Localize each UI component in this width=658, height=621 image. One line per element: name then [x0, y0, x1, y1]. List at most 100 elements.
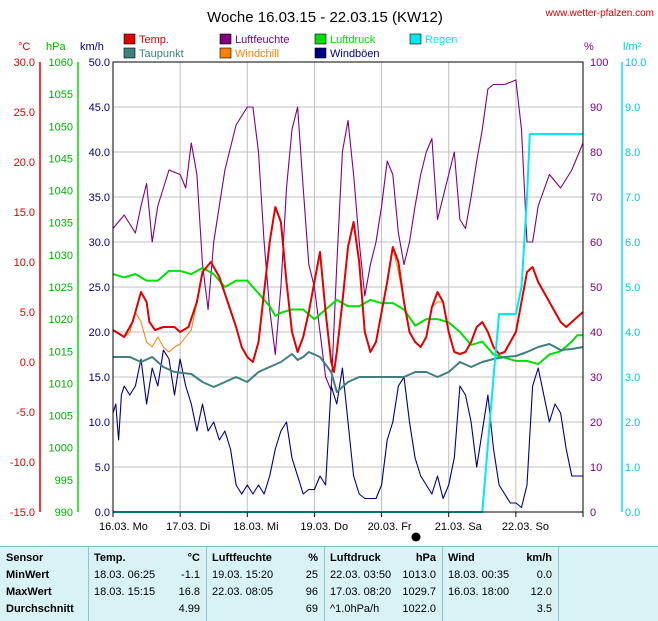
temp-axis-tick: 30.0 [14, 57, 35, 69]
x-axis-label: 16.03. Mo [99, 521, 148, 533]
header-humidity: Luftfeuchte [212, 552, 272, 564]
rain-axis-tick: 6.0 [625, 237, 640, 249]
temp-value: 4.99 [178, 603, 200, 615]
header-humidity-unit: % [308, 552, 318, 564]
humidity-axis-tick: 50 [590, 282, 602, 294]
wind-axis-tick: 20.0 [89, 327, 110, 339]
legend-swatch-luftfeuchte [219, 33, 232, 45]
wind-axis-tick: 30.0 [89, 237, 110, 249]
temp-axis-tick: 25.0 [14, 107, 35, 119]
row-label: MinWert [6, 569, 50, 581]
humidity-axis-tick: 30 [590, 372, 602, 384]
wind-value: 3.5 [536, 603, 552, 615]
wind-unit-label: km/h [80, 41, 104, 53]
site-link[interactable]: www.wetter-pfalzen.com [545, 8, 654, 19]
rain-axis-tick: 7.0 [625, 192, 640, 204]
pressure-axis-tick: 1005 [49, 411, 73, 423]
header-wind: Wind [448, 552, 475, 564]
wind-value: 12.0 [530, 586, 552, 598]
table-row: MaxWert 18.03. 15:15 16.8 22.03. 08:05 9… [0, 585, 658, 602]
humidity-axis-tick: 100 [590, 57, 608, 69]
rain-axis-tick: 1.0 [625, 462, 640, 474]
temp-time: 18.03. 15:15 [94, 586, 156, 598]
temp-axis-tick: 15.0 [14, 207, 35, 219]
temp-axis-tick: -5.0 [16, 407, 35, 419]
pressure-axis-tick: 1020 [49, 314, 73, 326]
pressure-unit-label: hPa [46, 41, 66, 53]
legend-label-luftdruck: Luftdruck [330, 34, 376, 46]
table-header-row: Sensor Temp. °C Luftfeuchte % Luftdruck … [0, 551, 658, 568]
wind-axis-tick: 40.0 [89, 147, 110, 159]
humidity-time: 19.03. 15:20 [212, 569, 274, 581]
rain-axis-tick: 2.0 [625, 417, 640, 429]
table-divider [206, 547, 207, 621]
row-label: Durchschnitt [6, 603, 74, 615]
temp-axis-tick: 20.0 [14, 157, 35, 169]
pressure-value: 1029.7 [402, 586, 436, 598]
rain-axis-tick: 10.0 [625, 57, 646, 69]
temp-axis-tick: -15.0 [10, 507, 35, 519]
rain-axis-tick: 5.0 [625, 282, 640, 294]
stats-table: Sensor Temp. °C Luftfeuchte % Luftdruck … [0, 546, 658, 621]
rain-axis-tick: 0.0 [625, 507, 640, 519]
pressure-axis-tick: 1055 [49, 89, 73, 101]
humidity-axis-tick: 90 [590, 102, 602, 114]
table-divider [442, 547, 443, 621]
moon-phase-icon [411, 532, 421, 542]
temp-axis-tick: 5.0 [20, 307, 35, 319]
legend-label-regen: Regen [425, 34, 457, 46]
legend-label-taupunkt: Taupunkt [139, 48, 184, 60]
pressure-time: 22.03. 03:50 [330, 569, 392, 581]
header-pressure-unit: hPa [415, 552, 436, 564]
pressure-axis-tick: 1050 [49, 121, 73, 133]
header-sensor: Sensor [6, 552, 44, 564]
pressure-axis-tick: 1040 [49, 186, 73, 198]
table-divider [324, 547, 325, 621]
humidity-axis-tick: 60 [590, 237, 602, 249]
rain-axis-tick: 8.0 [625, 147, 640, 159]
series-line-luftdruck [112, 266, 583, 366]
wind-axis-tick: 0.0 [95, 507, 110, 519]
temp-time: 18.03. 06:25 [94, 569, 156, 581]
rain-axis-tick: 4.0 [625, 327, 640, 339]
humidity-axis-tick: 80 [590, 147, 602, 159]
x-axis-label: 17.03. Di [166, 521, 210, 533]
humidity-unit-label: % [584, 41, 594, 53]
x-axis-label: 21.03. Sa [435, 521, 483, 533]
pressure-value: 1013.0 [402, 569, 436, 581]
wind-time: 16.03. 18:00 [448, 586, 510, 598]
rain-unit-label: l/m² [623, 41, 642, 53]
legend-swatch-windchill [219, 47, 232, 59]
pressure-axis-tick: 1010 [49, 378, 73, 390]
series-line-windboeen [112, 349, 583, 509]
rain-axis-tick: 9.0 [625, 102, 640, 114]
legend-label-temp: Temp. [139, 34, 169, 46]
humidity-value: 25 [305, 569, 318, 581]
legend-swatch-taupunkt [123, 47, 136, 59]
x-axis-label: 18.03. Mi [233, 521, 278, 533]
pressure-axis-tick: 1015 [49, 346, 73, 358]
wind-time: 18.03. 00:35 [448, 569, 510, 581]
humidity-axis-tick: 20 [590, 417, 602, 429]
wind-axis-tick: 5.0 [95, 462, 110, 474]
pressure-value: 1022.0 [402, 603, 436, 615]
wind-axis-tick: 15.0 [89, 372, 110, 384]
legend-swatch-regen [409, 33, 422, 45]
wind-axis-tick: 35.0 [89, 192, 110, 204]
temp-axis-tick: 10.0 [14, 257, 35, 269]
humidity-axis-tick: 70 [590, 192, 602, 204]
weekly-weather-chart: Woche 16.03.15 - 22.03.15 (KW12) www.wet… [10, 8, 654, 542]
pressure-time: ^1.0hPa/h [330, 603, 380, 615]
header-pressure: Luftdruck [330, 552, 381, 564]
series-line-windchill [112, 206, 584, 373]
humidity-value: 96 [305, 586, 318, 598]
pressure-time: 17.03. 08:20 [330, 586, 392, 598]
temp-axis-tick: 0.0 [20, 357, 35, 369]
rain-axis-tick: 3.0 [625, 372, 640, 384]
wind-axis-tick: 10.0 [89, 417, 110, 429]
table-divider [88, 547, 89, 621]
header-temp: Temp. [94, 552, 126, 564]
wind-axis-tick: 50.0 [89, 57, 110, 69]
humidity-value: 69 [305, 603, 318, 615]
